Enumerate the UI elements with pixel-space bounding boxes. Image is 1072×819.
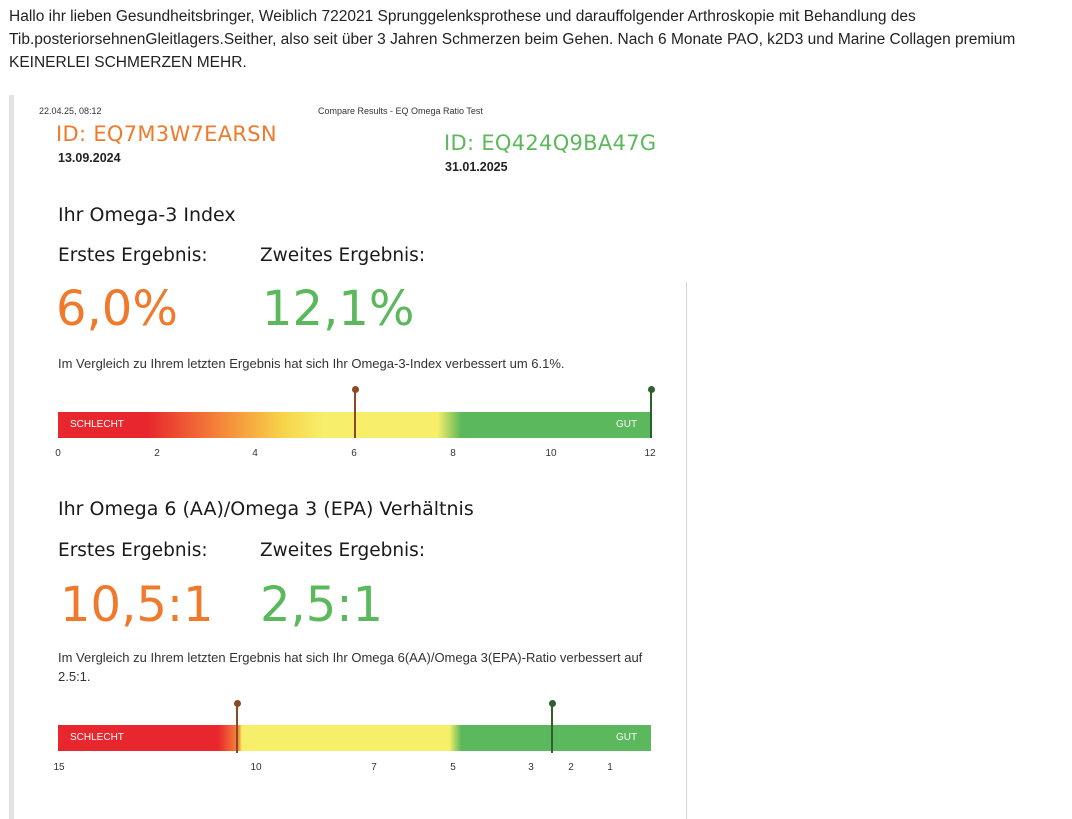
- ratio-title: Ihr Omega 6 (AA)/Omega 3 (EPA) Verhältni…: [58, 498, 474, 520]
- omega3-tick: 10: [545, 448, 557, 459]
- ratio-first-label: Erstes Ergebnis:: [58, 540, 208, 561]
- omega3-tick: 6: [351, 448, 357, 459]
- ratio-first-value: 10,5:1: [60, 577, 214, 633]
- omega3-first-marker-dot: [351, 386, 359, 393]
- second-test-id: ID: EQ424Q9BA47G: [444, 131, 657, 155]
- ratio-bad-label: SCHLECHT: [70, 732, 124, 743]
- omega3-tick: 2: [154, 448, 160, 459]
- ratio-second-value: 2,5:1: [260, 577, 384, 633]
- ratio-scale-bar: [58, 725, 651, 751]
- omega3-tick: 12: [644, 448, 656, 459]
- report-header-title: Compare Results - EQ Omega Ratio Test: [318, 106, 483, 116]
- omega3-second-marker: [650, 388, 652, 438]
- ratio-tick: 7: [371, 762, 377, 773]
- ratio-tick: 15: [53, 762, 65, 773]
- omega3-tick: 8: [450, 448, 456, 459]
- timestamp: 22.04.25, 08:12: [39, 106, 102, 116]
- omega3-second-value: 12,1%: [262, 281, 415, 337]
- ratio-second-label: Zweites Ergebnis:: [260, 540, 426, 561]
- ratio-second-marker: [551, 703, 553, 753]
- ratio-tick: 10: [250, 762, 262, 773]
- omega3-index-title: Ihr Omega-3 Index: [58, 204, 236, 226]
- omega3-tick: 0: [55, 448, 61, 459]
- omega3-good-label: GUT: [616, 419, 638, 430]
- omega3-first-value: 6,0%: [56, 281, 178, 337]
- omega3-second-marker-dot: [647, 386, 655, 393]
- first-test-id: ID: EQ7M3W7EARSN: [56, 122, 277, 146]
- omega3-second-label: Zweites Ergebnis:: [260, 245, 426, 266]
- ratio-first-marker-dot: [233, 700, 241, 707]
- omega3-bad-label: SCHLECHT: [70, 419, 124, 430]
- image-quote-bar: [9, 95, 14, 819]
- ratio-tick: 2: [568, 762, 574, 773]
- ratio-tick: 3: [528, 762, 534, 773]
- ratio-tick: 1: [607, 762, 613, 773]
- post-text: Hallo ihr lieben Gesundheitsbringer, Wei…: [9, 8, 1016, 71]
- omega3-first-label: Erstes Ergebnis:: [58, 245, 208, 266]
- omega3-tick: 4: [252, 448, 258, 459]
- first-test-date: 13.09.2024: [58, 151, 121, 165]
- ratio-comparison-note: Im Vergleich zu Ihrem letzten Ergebnis h…: [58, 650, 643, 684]
- ratio-tick: 5: [450, 762, 456, 773]
- ratio-good-label: GUT: [616, 732, 638, 743]
- result-image: 22.04.25, 08:12 Compare Results - EQ Ome…: [22, 98, 688, 819]
- ratio-first-marker: [236, 703, 238, 753]
- omega3-first-marker: [354, 388, 356, 438]
- second-test-date: 31.01.2025: [445, 160, 508, 174]
- omega3-comparison-note: Im Vergleich zu Ihrem letzten Ergebnis h…: [58, 356, 565, 371]
- ratio-second-marker-dot: [548, 700, 556, 707]
- image-border: [686, 282, 687, 819]
